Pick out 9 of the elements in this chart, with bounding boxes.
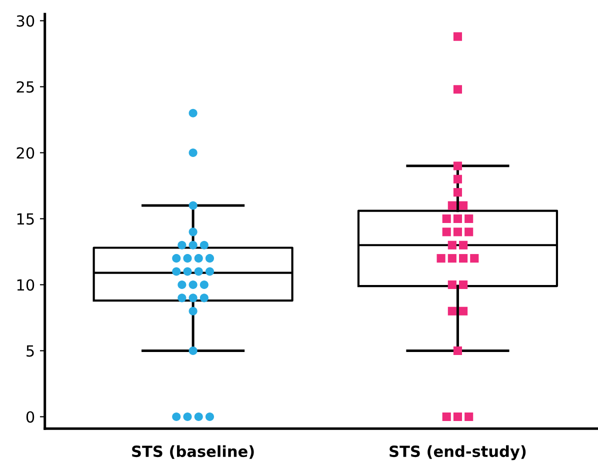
- x-tick-label: STS (end-study): [390, 445, 526, 460]
- y-tick-label: 20: [16, 147, 34, 159]
- y-tick-label: 30: [16, 15, 34, 27]
- y-tick-label: 0: [26, 411, 34, 423]
- y-tick-label: 10: [17, 279, 34, 291]
- y-tick-label: 15: [17, 213, 34, 225]
- x-tick-label: STS (baseline): [132, 445, 254, 459]
- y-tick-label: 25: [16, 81, 34, 93]
- y-tick-label: 5: [26, 345, 34, 357]
